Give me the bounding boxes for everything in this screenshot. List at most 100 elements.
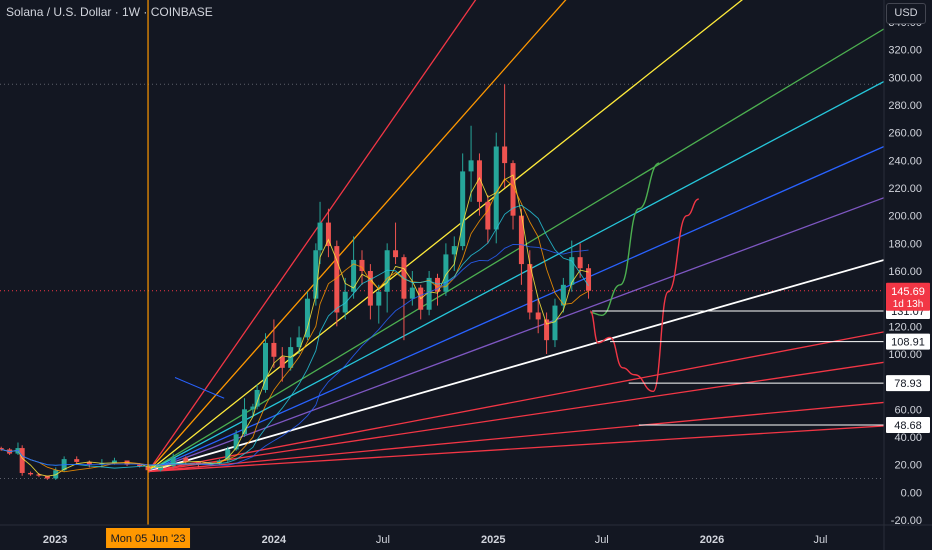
fan-line-9 <box>147 361 884 473</box>
candle-body-31 <box>296 337 302 348</box>
candle-body-23 <box>233 434 239 450</box>
candle-body-59 <box>527 264 533 313</box>
x-tick-label: Jul <box>595 534 609 546</box>
candle-body-52 <box>468 160 474 172</box>
candle-body-51 <box>460 171 466 247</box>
candle-body-18 <box>183 457 189 462</box>
candle-body-33 <box>313 250 319 299</box>
current-price-value: 145.69 <box>891 286 925 298</box>
fan-line-7 <box>147 259 884 473</box>
candle-body-62 <box>552 305 558 341</box>
trend-stub <box>174 377 225 399</box>
fan-line-5 <box>147 145 884 473</box>
fan-line-11 <box>147 425 884 473</box>
y-tick-label: 280.00 <box>888 100 922 112</box>
candle-body-55 <box>493 146 499 230</box>
candle-body-56 <box>502 146 508 164</box>
candle-body-19 <box>195 461 201 465</box>
y-tick-label: 100.00 <box>888 349 922 361</box>
chart-title: Solana / U.S. Dollar · 1W · COINBASE <box>6 5 213 19</box>
candle-body-65 <box>577 257 583 269</box>
y-tick-label: 300.00 <box>888 72 922 84</box>
candle-body-35 <box>325 222 331 247</box>
projection-curve-1 <box>589 198 700 393</box>
x-tick-label: Jul <box>813 534 827 546</box>
candle-body-25 <box>250 406 256 410</box>
candle-body-41 <box>376 291 382 306</box>
candle-body-45 <box>409 287 415 299</box>
candle-body-47 <box>426 277 432 310</box>
fan-line-4 <box>147 80 884 473</box>
x-tick-label: 2026 <box>700 534 724 546</box>
y-tick-label: -20.00 <box>891 515 922 527</box>
current-price-countdown: 1d 13h <box>893 299 924 310</box>
level-badge-bg <box>886 375 930 392</box>
candle-body-57 <box>510 163 516 216</box>
candle-body-53 <box>476 160 482 202</box>
y-tick-label: 60.00 <box>894 404 922 416</box>
y-tick-label: 180.00 <box>888 238 922 250</box>
moving-average-1 <box>1 178 589 473</box>
candle-body-42 <box>384 250 390 292</box>
y-tick-label: 40.00 <box>894 432 922 444</box>
fan-line-6 <box>147 197 884 473</box>
y-tick-label: 320.00 <box>888 45 922 57</box>
candle-body-12 <box>111 460 117 464</box>
level-badge-label: 108.91 <box>891 337 925 349</box>
candle-body-16 <box>158 466 164 471</box>
x-tick-label: 2024 <box>262 534 287 546</box>
candle-body-32 <box>304 298 310 338</box>
candle-body-66 <box>586 268 592 291</box>
x-tick-label: Jul <box>376 534 390 546</box>
marker-label-bg <box>106 528 191 548</box>
candle-body-48 <box>435 277 441 292</box>
y-tick-label: 0.00 <box>901 487 922 499</box>
fan-line-10 <box>147 401 884 473</box>
candle-body-34 <box>317 222 323 251</box>
marker-label: Mon 05 Jun '23 <box>111 533 186 545</box>
x-tick-label: 2023 <box>43 534 67 546</box>
candle-body-17 <box>170 457 176 467</box>
candle-body-14 <box>137 464 143 467</box>
moving-average-2 <box>1 204 589 469</box>
y-tick-label: 20.00 <box>894 460 922 472</box>
candle-body-10 <box>86 461 92 465</box>
y-tick-label: 200.00 <box>888 211 922 223</box>
candle-body-39 <box>359 259 365 271</box>
candle-body-40 <box>367 271 373 306</box>
candle-body-26 <box>254 389 260 407</box>
candle-body-27 <box>262 342 268 390</box>
fan-line-3 <box>147 28 884 473</box>
candle-body-64 <box>569 257 575 285</box>
candle-body-63 <box>560 284 566 306</box>
fan-line-8 <box>147 331 884 473</box>
candle-body-6 <box>44 475 50 479</box>
currency-button[interactable]: USD <box>886 3 926 24</box>
candle-body-50 <box>451 246 457 255</box>
candle-body-3 <box>19 448 25 473</box>
y-tick-label: 260.00 <box>888 128 922 140</box>
candle-body-49 <box>443 254 449 292</box>
level-badge-bg <box>886 416 930 433</box>
candle-body-54 <box>485 201 491 230</box>
y-tick-label: 240.00 <box>888 155 922 167</box>
candle-body-4 <box>28 472 34 475</box>
fan-line-1 <box>147 0 567 473</box>
candle-body-61 <box>544 319 550 341</box>
candle-body-38 <box>351 259 357 292</box>
candle-body-29 <box>279 356 285 368</box>
current-price-badge <box>886 282 930 311</box>
x-tick-label: 2025 <box>481 534 505 546</box>
projection-curve-0 <box>590 162 660 316</box>
candle-body-24 <box>242 409 248 435</box>
candle-body-22 <box>225 449 231 461</box>
candle-body-5 <box>36 474 42 476</box>
candle-body-36 <box>334 246 340 313</box>
candle-body-9 <box>74 459 80 462</box>
y-tick-label: 220.00 <box>888 183 922 195</box>
y-tick-label: 120.00 <box>888 321 922 333</box>
candle-body-28 <box>271 342 277 357</box>
level-badge-label: 78.93 <box>894 378 922 390</box>
